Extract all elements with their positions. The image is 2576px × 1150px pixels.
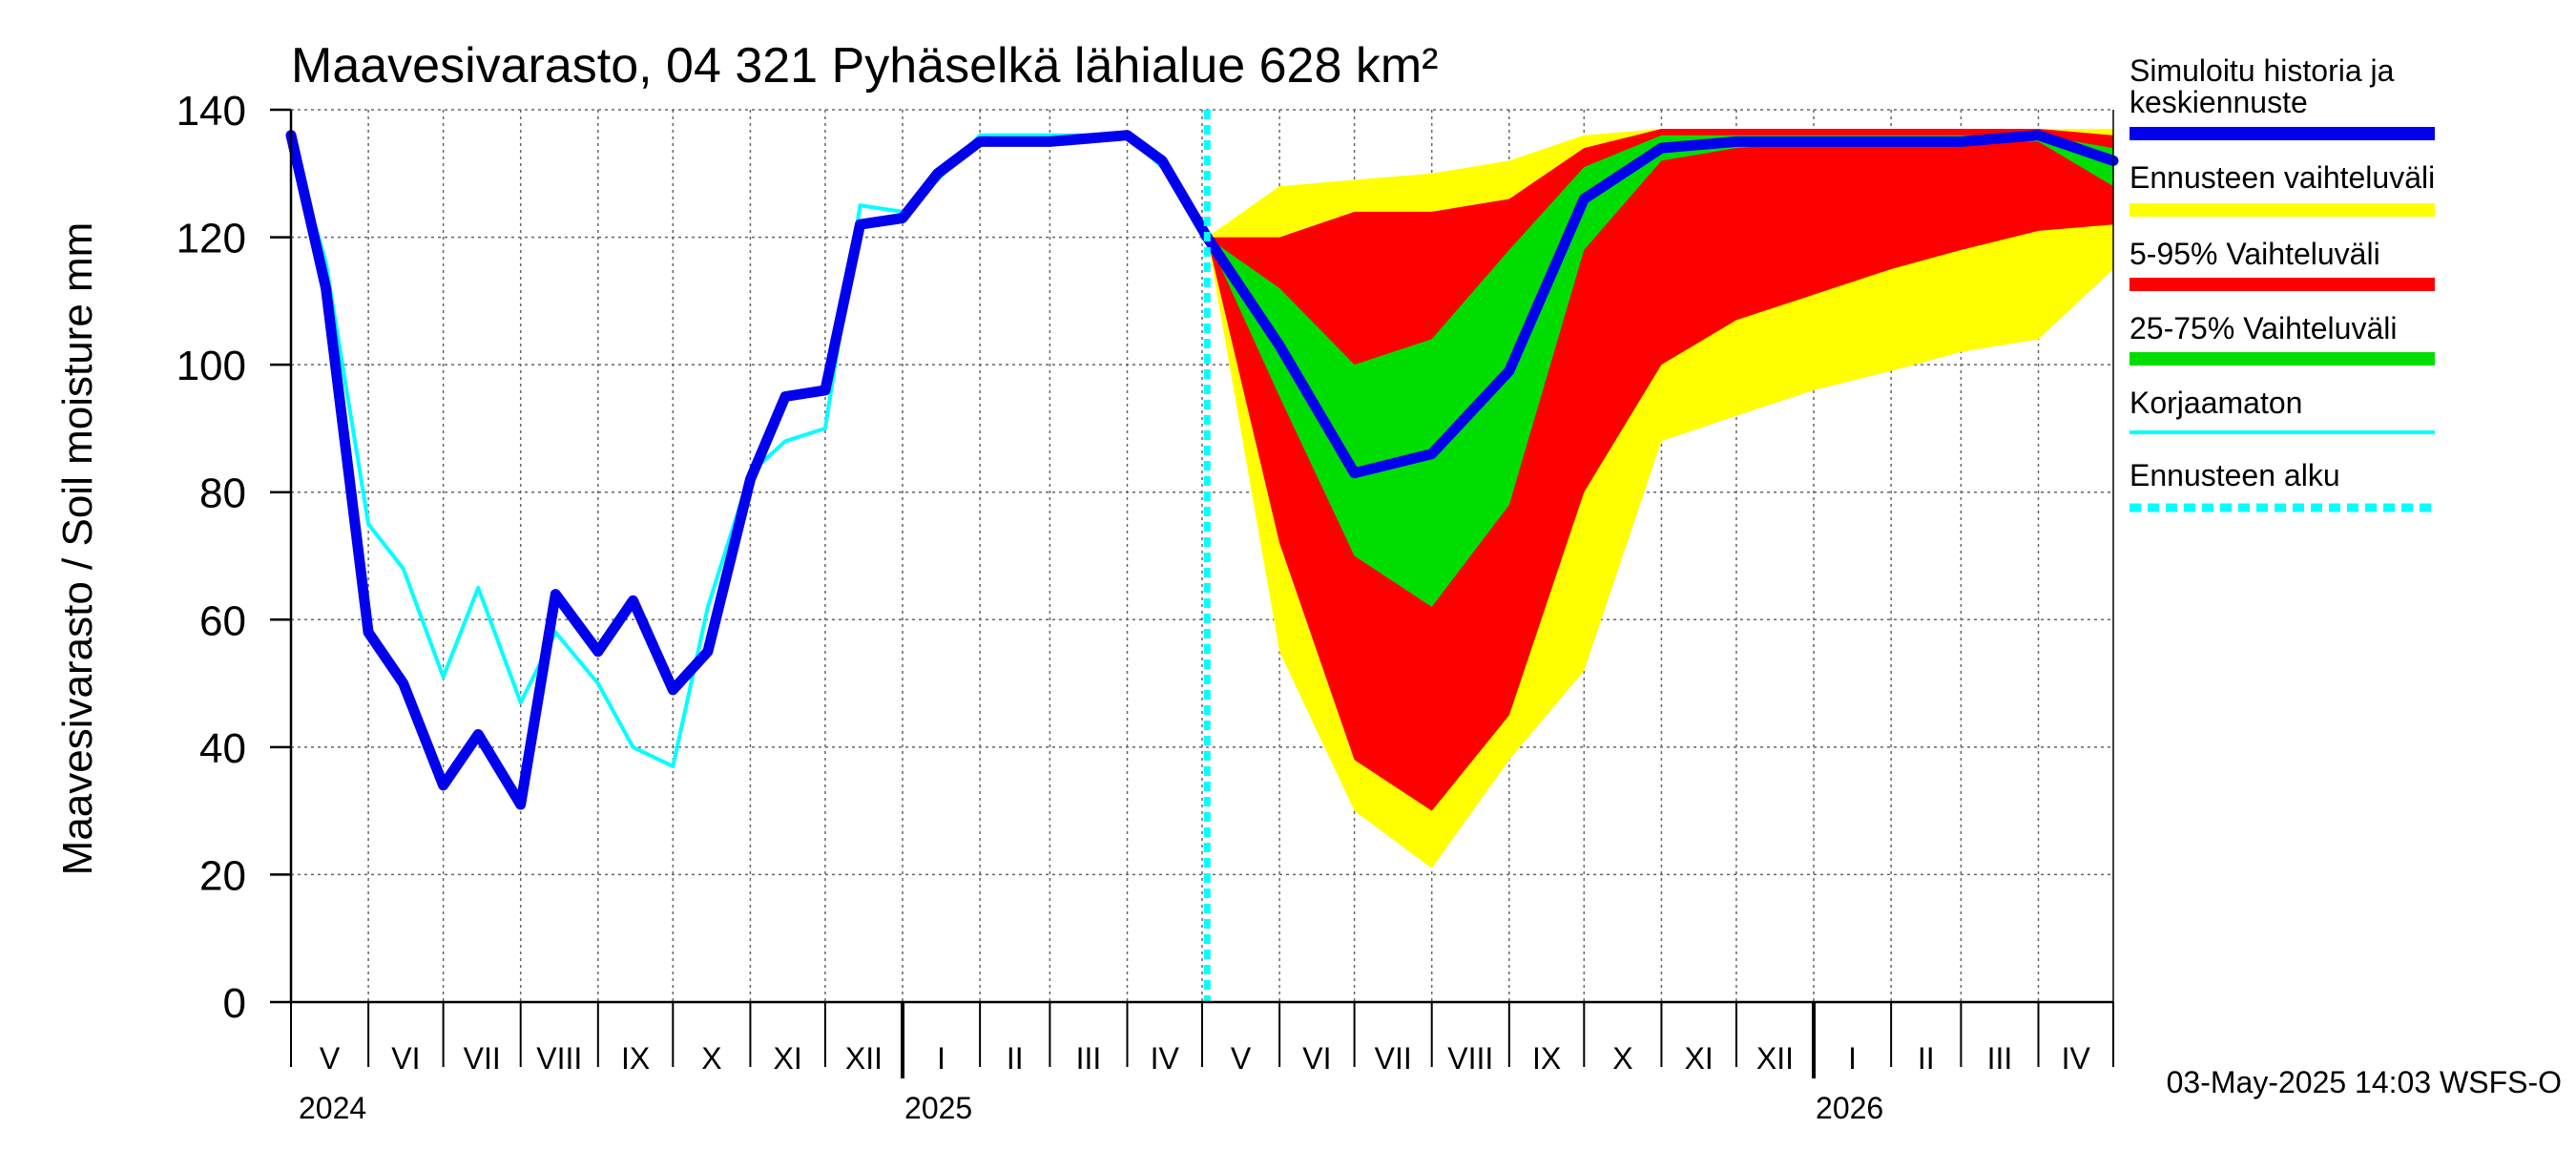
month-label: X [1612,1041,1632,1076]
legend-item: 25-75% Vaihteluväli [2129,311,2435,366]
month-label: III [1987,1041,2013,1076]
legend-label: keskiennuste [2129,85,2308,119]
y-tick-label: 140 [177,88,246,135]
month-label: XI [774,1041,802,1076]
y-tick-label: 100 [177,343,246,389]
forecast-median-line [1201,130,2119,479]
month-label: III [1076,1041,1102,1076]
month-label: X [701,1041,721,1076]
month-label: IX [1532,1041,1561,1076]
y-axis-label: Maavesivarasto / Soil moisture mm [54,222,101,876]
y-tick-label: 0 [223,980,246,1027]
month-label: I [1848,1041,1857,1076]
month-label: IV [2062,1041,2091,1076]
y-tick-label: 120 [177,216,246,262]
month-label: VI [391,1041,420,1076]
year-label: 2026 [1816,1091,1883,1125]
y-tick-label: 60 [199,597,246,644]
y-tick-label: 40 [199,725,246,772]
legend-label: Ennusteen vaihteluväli [2129,160,2435,195]
band-25-75 [1207,135,2113,607]
month-label: IV [1151,1041,1180,1076]
month-label: XII [845,1041,883,1076]
month-label: VIII [1447,1041,1493,1076]
year-label: 2025 [904,1091,972,1125]
legend-item: Korjaamaton [2129,386,2435,434]
simulated-history-line [285,130,1213,810]
legend-label: 5-95% Vaihteluväli [2129,237,2380,271]
legend-item: Ennusteen vaihteluväli [2129,160,2435,217]
chart-title: Maavesivarasto, 04 321 Pyhäselkä lähialu… [291,38,1438,94]
y-tick-label: 20 [199,852,246,899]
month-label: IX [621,1041,650,1076]
month-label: V [1231,1041,1252,1076]
legend-item: 5-95% Vaihteluväli [2129,237,2435,291]
legend-label: Ennusteen alku [2129,458,2340,492]
month-label: XI [1685,1041,1714,1076]
legend-label: 25-75% Vaihteluväli [2129,311,2397,345]
timestamp-footer: 03-May-2025 14:03 WSFS-O [2167,1065,2562,1099]
month-label: VII [1375,1041,1412,1076]
legend-label: Korjaamaton [2129,386,2302,420]
month-label: II [1918,1041,1935,1076]
uncorrected-line [289,133,1210,768]
month-label: VI [1302,1041,1331,1076]
legend-label: Simuloitu historia ja [2129,53,2395,88]
year-label: 2024 [299,1091,366,1125]
month-label: II [1007,1041,1024,1076]
band-5-95 [1207,129,2113,811]
month-label: I [937,1041,945,1076]
month-label: XII [1756,1041,1794,1076]
month-label: VII [464,1041,501,1076]
legend-item: Ennusteen alku [2129,458,2435,512]
month-label: VIII [536,1041,582,1076]
y-tick-label: 80 [199,470,246,517]
month-label: V [320,1041,341,1076]
